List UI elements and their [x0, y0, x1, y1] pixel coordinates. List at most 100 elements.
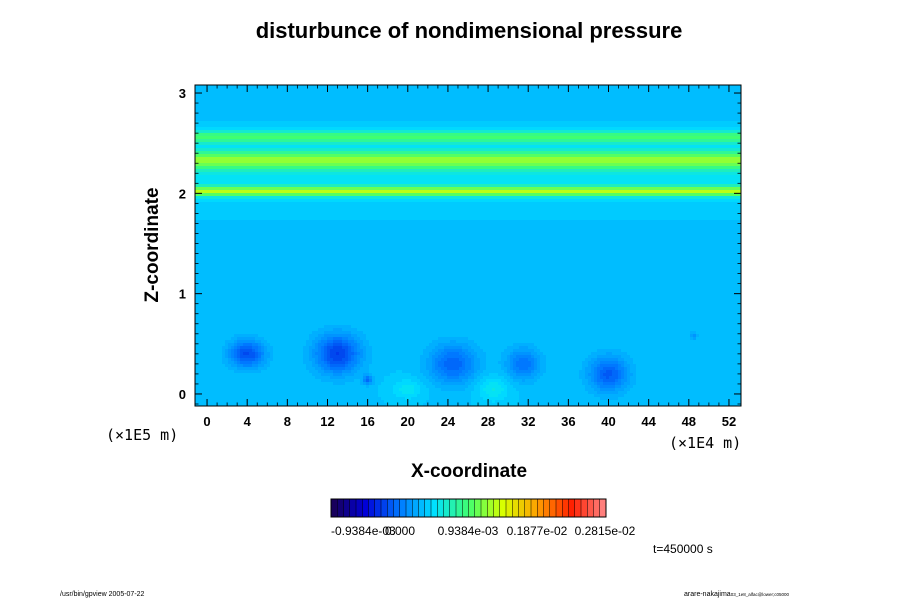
field-cell: [588, 160, 591, 163]
field-cell: [393, 157, 396, 160]
field-cell: [558, 88, 561, 91]
field-cell: [282, 136, 285, 139]
field-cell: [636, 142, 639, 145]
field-cell: [570, 106, 573, 109]
field-cell: [669, 100, 672, 103]
field-cell: [642, 142, 645, 145]
field-cell: [693, 133, 696, 136]
field-cell: [690, 124, 693, 127]
field-cell: [348, 130, 351, 133]
field-cell: [462, 145, 465, 148]
field-cell: [525, 121, 528, 124]
field-cell: [351, 142, 354, 145]
field-cell: [429, 163, 432, 166]
field-cell: [246, 157, 249, 160]
field-cell: [462, 112, 465, 115]
field-cell: [513, 118, 516, 121]
field-cell: [573, 154, 576, 157]
field-cell: [297, 145, 300, 148]
field-cell: [384, 142, 387, 145]
field-cell: [714, 88, 717, 91]
field-cell: [681, 100, 684, 103]
field-cell: [330, 97, 333, 100]
field-cell: [348, 106, 351, 109]
field-cell: [705, 148, 708, 151]
field-cell: [678, 100, 681, 103]
field-cell: [663, 139, 666, 142]
field-cell: [528, 154, 531, 157]
field-cell: [417, 115, 420, 118]
field-cell: [714, 127, 717, 130]
field-cell: [288, 91, 291, 94]
field-cell: [513, 136, 516, 139]
field-cell: [600, 124, 603, 127]
field-cell: [549, 100, 552, 103]
field-cell: [648, 151, 651, 154]
field-cell: [333, 118, 336, 121]
field-cell: [432, 133, 435, 136]
field-cell: [591, 130, 594, 133]
field-cell: [351, 118, 354, 121]
field-cell: [210, 127, 213, 130]
field-cell: [282, 100, 285, 103]
field-cell: [426, 160, 429, 163]
field-cell: [306, 130, 309, 133]
field-cell: [585, 142, 588, 145]
field-cell: [477, 85, 480, 88]
field-cell: [303, 157, 306, 160]
field-cell: [357, 145, 360, 148]
field-cell: [627, 130, 630, 133]
field-cell: [411, 106, 414, 109]
field-cell: [477, 157, 480, 160]
field-cell: [639, 94, 642, 97]
field-cell: [339, 148, 342, 151]
field-cell: [417, 166, 420, 169]
field-cell: [546, 139, 549, 142]
field-cell: [339, 85, 342, 88]
field-cell: [381, 133, 384, 136]
field-cell: [462, 91, 465, 94]
field-cell: [228, 163, 231, 166]
field-cell: [468, 109, 471, 112]
field-cell: [288, 163, 291, 166]
field-cell: [252, 142, 255, 145]
field-cell: [393, 130, 396, 133]
field-cell: [195, 154, 198, 157]
field-cell: [210, 94, 213, 97]
field-cell: [405, 106, 408, 109]
field-cell: [705, 121, 708, 124]
field-cell: [480, 151, 483, 154]
field-cell: [609, 106, 612, 109]
field-cell: [258, 133, 261, 136]
field-cell: [528, 112, 531, 115]
field-cell: [429, 91, 432, 94]
field-cell: [720, 94, 723, 97]
field-cell: [423, 103, 426, 106]
field-cell: [678, 160, 681, 163]
field-cell: [303, 133, 306, 136]
field-cell: [639, 85, 642, 88]
field-cell: [471, 94, 474, 97]
field-cell: [438, 139, 441, 142]
field-cell: [288, 133, 291, 136]
field-cell: [276, 139, 279, 142]
field-cell: [363, 85, 366, 88]
field-cell: [552, 160, 555, 163]
field-cell: [294, 91, 297, 94]
field-cell: [615, 139, 618, 142]
field-cell: [582, 157, 585, 160]
field-cell: [264, 106, 267, 109]
field-cell: [306, 121, 309, 124]
field-cell: [720, 145, 723, 148]
field-cell: [564, 91, 567, 94]
field-cell: [390, 85, 393, 88]
field-cell: [303, 124, 306, 127]
field-cell: [519, 160, 522, 163]
field-cell: [351, 94, 354, 97]
field-cell: [444, 115, 447, 118]
field-cell: [663, 100, 666, 103]
field-cell: [330, 103, 333, 106]
field-cell: [612, 130, 615, 133]
field-cell: [612, 100, 615, 103]
field-cell: [426, 157, 429, 160]
